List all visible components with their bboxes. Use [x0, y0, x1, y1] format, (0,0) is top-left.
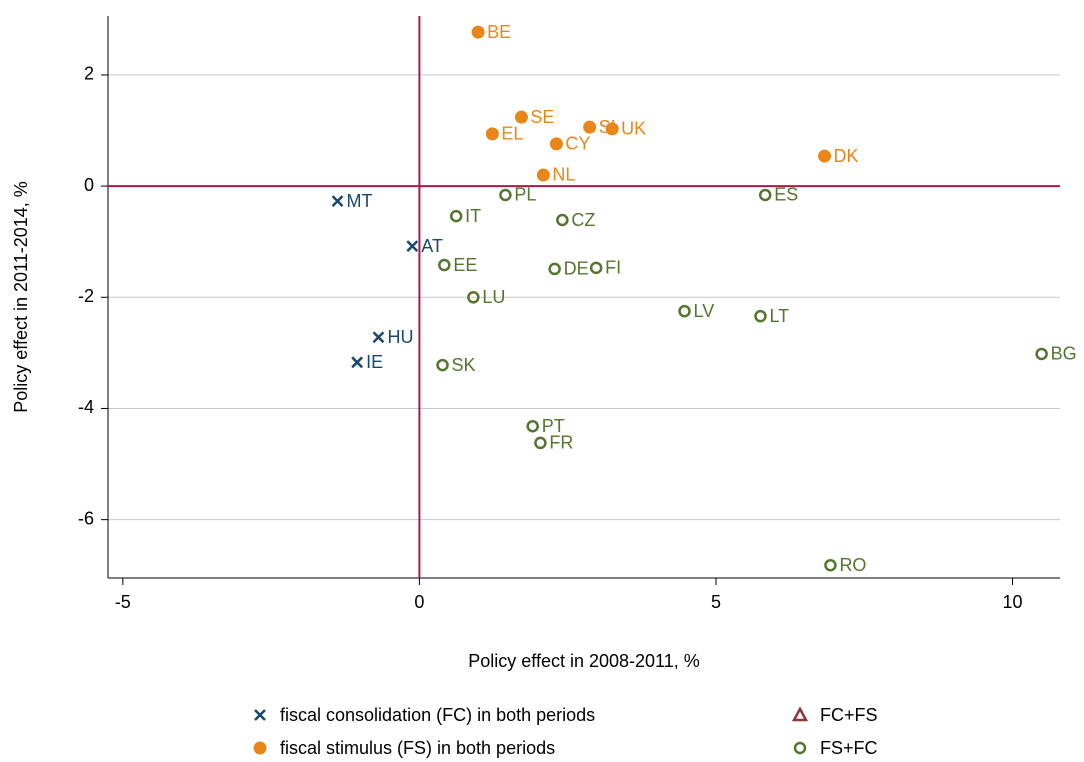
marker-dot [536, 168, 550, 182]
marker-ring [548, 262, 561, 276]
y-tick-label: 2 [84, 64, 94, 84]
marker-ring [793, 741, 807, 755]
marker-ring [526, 419, 539, 433]
marker-ring [758, 188, 772, 202]
point-label: LV [694, 301, 715, 321]
marker-dot [818, 149, 832, 163]
marker-dot [253, 741, 267, 755]
point-label: HU [387, 327, 413, 347]
marker-x [254, 709, 266, 721]
marker-ring [589, 261, 603, 275]
marker-ring [556, 213, 569, 227]
point-label: CZ [571, 210, 595, 230]
point-label: MT [347, 191, 373, 211]
marker-ring [467, 291, 480, 304]
marker-triangle [791, 706, 809, 722]
point-label: FR [549, 433, 573, 453]
point-label: AT [421, 236, 443, 256]
x-tick-label: 5 [711, 592, 721, 612]
x-tick-label: 0 [414, 592, 424, 612]
marker-ring [754, 309, 767, 323]
y-tick-label: -4 [78, 397, 94, 417]
point-label: FI [605, 258, 621, 278]
point-label: UK [621, 119, 646, 139]
marker-dot [485, 127, 499, 141]
marker-x [372, 331, 385, 344]
y-tick-label: -2 [78, 286, 94, 306]
marker-ring [678, 304, 691, 318]
marker-dot [605, 122, 619, 136]
marker-ring [1035, 347, 1048, 361]
marker-dot [471, 25, 485, 39]
marker-x [406, 240, 419, 253]
legend-label: fiscal stimulus (FS) in both periods [280, 738, 555, 758]
point-label: DE [564, 259, 589, 279]
marker-ring [824, 558, 837, 572]
point-label: ES [774, 185, 798, 205]
y-tick-label: -6 [78, 508, 94, 528]
point-label: CY [565, 134, 590, 154]
point-label: EE [453, 255, 477, 275]
point-label: SE [530, 107, 554, 127]
marker-x [331, 195, 344, 207]
marker-dot [549, 137, 563, 151]
y-tick-label: 0 [84, 175, 94, 195]
point-label: LT [769, 306, 789, 326]
point-label: BG [1051, 344, 1077, 364]
marker-dot [514, 110, 528, 124]
point-label: PL [514, 185, 536, 205]
marker-ring [438, 258, 451, 272]
x-axis-label: Policy effect in 2008-2011, % [468, 651, 699, 671]
legend-label: fiscal consolidation (FC) in both period… [280, 705, 595, 725]
point-label: LU [482, 287, 505, 307]
point-label: DK [834, 146, 859, 166]
marker-ring [499, 188, 512, 202]
marker-ring [534, 436, 547, 450]
point-label: EL [501, 124, 523, 144]
marker-ring [436, 358, 449, 372]
point-label: RO [839, 555, 866, 575]
point-label: BE [487, 22, 511, 42]
point-label: SK [452, 355, 476, 375]
point-label: IE [366, 352, 383, 372]
legend-label: FC+FS [820, 705, 878, 725]
point-label: IT [465, 206, 481, 226]
x-tick-label: 10 [1003, 592, 1023, 612]
legend-label: FS+FC [820, 738, 878, 758]
y-axis-label: Policy effect in 2011-2014, % [11, 181, 31, 412]
marker-ring [449, 209, 463, 223]
point-label: NL [552, 165, 575, 185]
marker-dot [583, 120, 597, 134]
x-tick-label: -5 [115, 592, 131, 612]
point-label: PT [542, 416, 565, 436]
marker-x [351, 356, 364, 369]
